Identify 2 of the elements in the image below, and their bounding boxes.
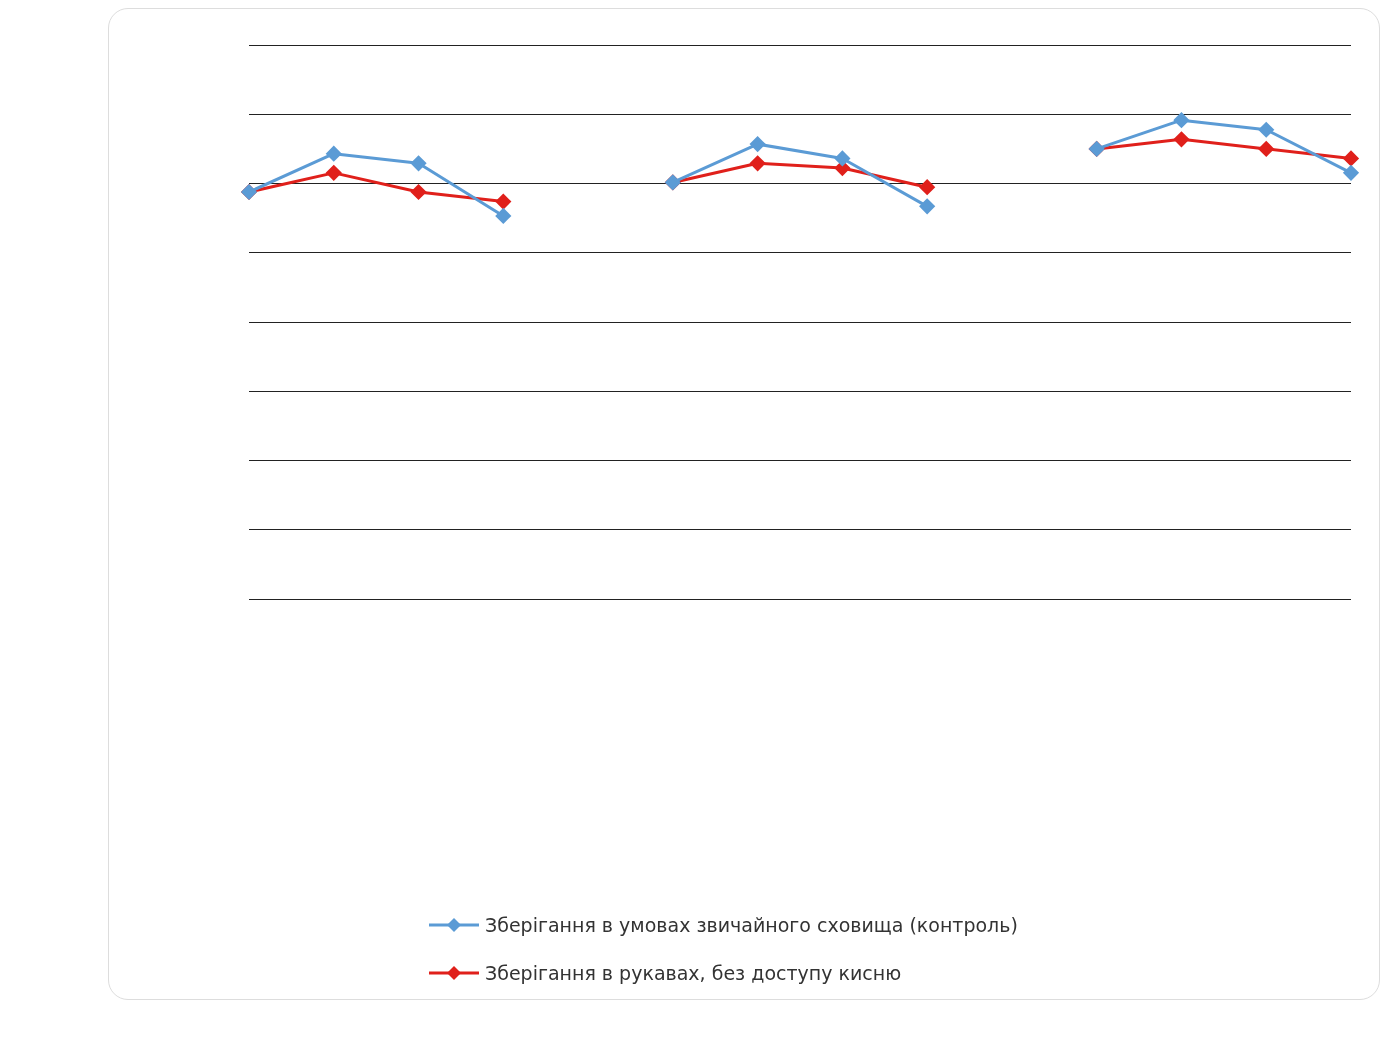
legend-label: Зберігання в рукавах, без доступу кисню (485, 962, 902, 984)
legend-label: Зберігання в умовах звичайного сховища (контроль) (485, 914, 1018, 936)
